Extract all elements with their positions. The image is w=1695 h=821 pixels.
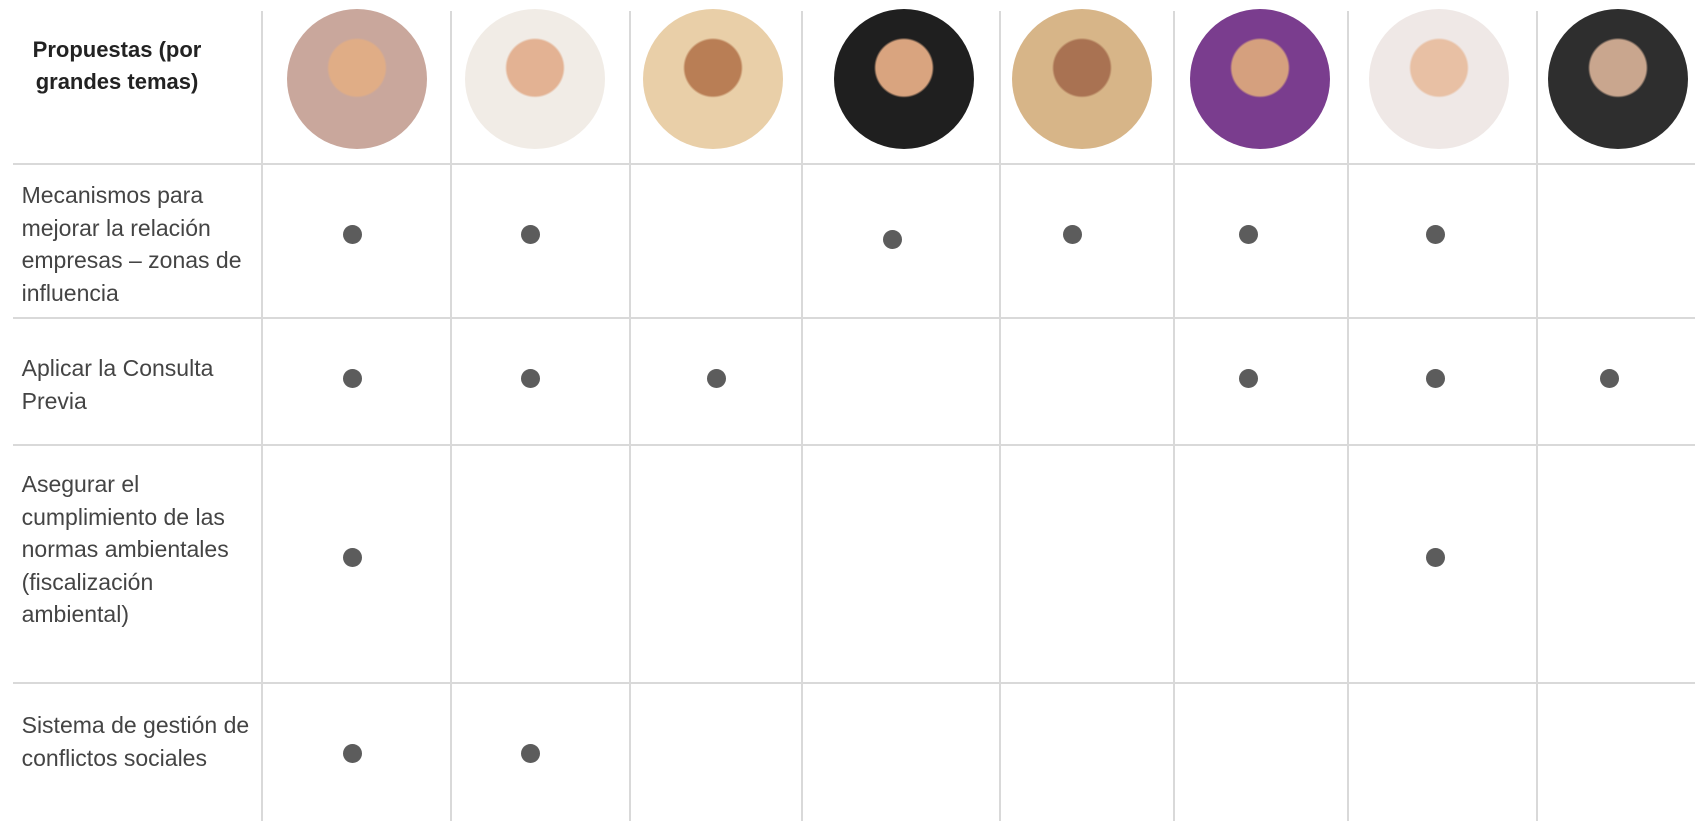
row-label: Mecanismos para mejorar la relación empr… bbox=[22, 179, 254, 309]
proposal-dot bbox=[1239, 225, 1258, 244]
candidate-photo bbox=[465, 9, 605, 149]
candidate-photo bbox=[1548, 9, 1688, 149]
column-divider bbox=[801, 11, 803, 821]
candidate-photo bbox=[643, 9, 783, 149]
proposal-dot bbox=[343, 548, 362, 567]
row-label: Aplicar la Consulta Previa bbox=[22, 352, 254, 417]
candidate-photo bbox=[1190, 9, 1330, 149]
column-divider bbox=[450, 11, 452, 821]
proposal-dot bbox=[1426, 225, 1445, 244]
column-divider bbox=[999, 11, 1001, 821]
row-label: Asegurar el cumplimiento de las normas a… bbox=[22, 468, 254, 631]
candidate-photo bbox=[287, 9, 427, 149]
column-divider bbox=[1536, 11, 1538, 821]
row-divider bbox=[13, 444, 1695, 446]
proposal-dot bbox=[1239, 369, 1258, 388]
row-divider bbox=[13, 163, 1695, 165]
proposal-dot bbox=[1063, 225, 1082, 244]
row-label: Sistema de gestión de conflictos sociale… bbox=[22, 709, 254, 774]
proposal-dot bbox=[343, 369, 362, 388]
header-title: Propuestas (por grandes temas) bbox=[22, 34, 212, 98]
proposals-table: Propuestas (por grandes temas) Mecanismo… bbox=[0, 0, 1695, 821]
proposal-dot bbox=[343, 225, 362, 244]
proposal-dot bbox=[521, 744, 540, 763]
proposal-dot bbox=[707, 369, 726, 388]
row-divider bbox=[13, 317, 1695, 319]
proposal-dot bbox=[1600, 369, 1619, 388]
proposal-dot bbox=[343, 744, 362, 763]
candidate-photo bbox=[1012, 9, 1152, 149]
column-divider bbox=[1347, 11, 1349, 821]
candidate-photo bbox=[834, 9, 974, 149]
proposal-dot bbox=[521, 369, 540, 388]
column-divider bbox=[261, 11, 263, 821]
proposal-dot bbox=[1426, 548, 1445, 567]
candidate-photo bbox=[1369, 9, 1509, 149]
column-divider bbox=[629, 11, 631, 821]
column-divider bbox=[1173, 11, 1175, 821]
proposal-dot bbox=[883, 230, 902, 249]
proposal-dot bbox=[521, 225, 540, 244]
proposal-dot bbox=[1426, 369, 1445, 388]
row-divider bbox=[13, 682, 1695, 684]
